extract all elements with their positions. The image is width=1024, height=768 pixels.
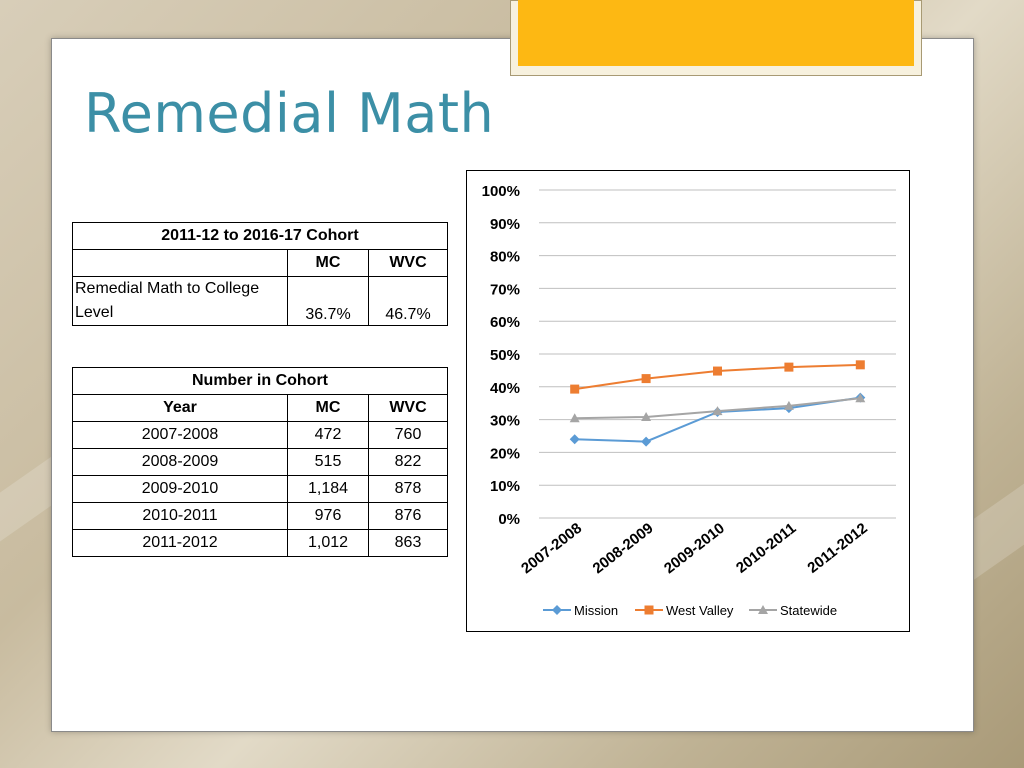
summary-row-label-line1: Remedial Math to College (75, 280, 260, 297)
y-tick-label: 80% (490, 249, 520, 266)
cohort-col-year: Year (72, 394, 288, 422)
data-point (713, 366, 722, 376)
data-point (712, 406, 723, 416)
data-point (641, 374, 651, 384)
cohort-col-wvc: WVC (368, 394, 448, 422)
summary-table-header: 2011-12 to 2016-17 Cohort (72, 222, 448, 250)
legend-label: West Valley (666, 603, 734, 618)
cohort-col-mc: MC (287, 394, 369, 422)
cohort-year-cell: 2008-2009 (72, 448, 288, 476)
table-row: 2007-2008 472 760 (72, 421, 448, 449)
table-row: MC WVC (72, 249, 448, 277)
data-point (569, 413, 580, 423)
summary-blank-cell (72, 249, 288, 277)
y-tick-label: 20% (490, 445, 520, 462)
y-tick-label: 50% (490, 347, 520, 364)
legend-label: Statewide (780, 603, 837, 618)
x-tick-label: 2011-2012 (804, 520, 870, 577)
data-point (569, 434, 580, 445)
line-chart-svg: 0% 10% 20% 30% 40% 50% 60% 70% 80% 90% 100% 2007-20… (482, 183, 896, 618)
data-point (641, 411, 652, 421)
line-chart: 0% 10% 20% 30% 40% 50% 60% 70% 80% 90% 100% 2007-20… (466, 170, 910, 632)
summary-row-label: Remedial Math to College Level (72, 276, 288, 326)
table-row: 2009-2010 1,184 878 (72, 475, 448, 503)
cohort-year-cell: 2007-2008 (72, 421, 288, 449)
cohort-table: Number in Cohort Year MC WVC 2007-2008 4… (72, 367, 448, 557)
data-point (855, 360, 865, 370)
cohort-mc-cell: 1,012 (287, 529, 369, 557)
cohort-table-header: Number in Cohort (72, 367, 448, 395)
legend-marker (758, 605, 768, 614)
data-point (855, 393, 866, 403)
summary-col-mc: MC (287, 249, 369, 277)
y-tick-label: 100% (482, 183, 520, 200)
cohort-mc-cell: 472 (287, 421, 369, 449)
cohort-wvc-cell: 878 (368, 475, 448, 503)
cohort-wvc-cell: 822 (368, 448, 448, 476)
cohort-wvc-cell: 760 (368, 421, 448, 449)
table-row: 2008-2009 515 822 (72, 448, 448, 476)
table-row: Year MC WVC (72, 394, 448, 422)
x-tick-label: 2010-2011 (733, 520, 799, 577)
legend-label: Mission (574, 603, 618, 618)
y-tick-label: 90% (490, 216, 520, 233)
table-row: 2011-12 to 2016-17 Cohort (72, 222, 448, 250)
data-point (570, 384, 580, 394)
summary-col-wvc: WVC (368, 249, 448, 277)
table-row: Number in Cohort (72, 367, 448, 395)
summary-row-label-line2: Level (75, 304, 114, 321)
table-row: 2010-2011 976 876 (72, 502, 448, 530)
legend-marker (644, 605, 654, 615)
y-tick-label: 40% (490, 380, 520, 397)
cohort-wvc-cell: 863 (368, 529, 448, 557)
y-tick-label: 10% (490, 478, 520, 495)
x-tick-label: 2007-2008 (518, 520, 585, 578)
x-tick-label: 2008-2009 (590, 520, 657, 578)
slide-title: Remedial Math (84, 82, 495, 145)
data-point (784, 362, 794, 372)
table-row: Remedial Math to College Level 36.7% 46.… (72, 276, 448, 326)
y-tick-label: 30% (490, 413, 520, 430)
table-row: 2011-2012 1,012 863 (72, 529, 448, 557)
y-tick-label: 0% (498, 511, 520, 528)
x-tick-label: 2009-2010 (661, 520, 728, 578)
y-tick-label: 60% (490, 314, 520, 331)
y-tick-label: 70% (490, 281, 520, 298)
cohort-year-cell: 2010-2011 (72, 502, 288, 530)
cohort-mc-cell: 976 (287, 502, 369, 530)
cohort-wvc-cell: 876 (368, 502, 448, 530)
cohort-mc-cell: 515 (287, 448, 369, 476)
summary-mc-value: 36.7% (287, 276, 369, 326)
accent-block (518, 0, 914, 66)
cohort-mc-cell: 1,184 (287, 475, 369, 503)
cohort-year-cell: 2009-2010 (72, 475, 288, 503)
summary-table: 2011-12 to 2016-17 Cohort MC WVC Remedia… (72, 222, 448, 326)
data-point (783, 400, 794, 410)
cohort-year-cell: 2011-2012 (72, 529, 288, 557)
summary-wvc-value: 46.7% (368, 276, 448, 326)
data-point (641, 436, 652, 447)
legend-marker (552, 605, 562, 615)
